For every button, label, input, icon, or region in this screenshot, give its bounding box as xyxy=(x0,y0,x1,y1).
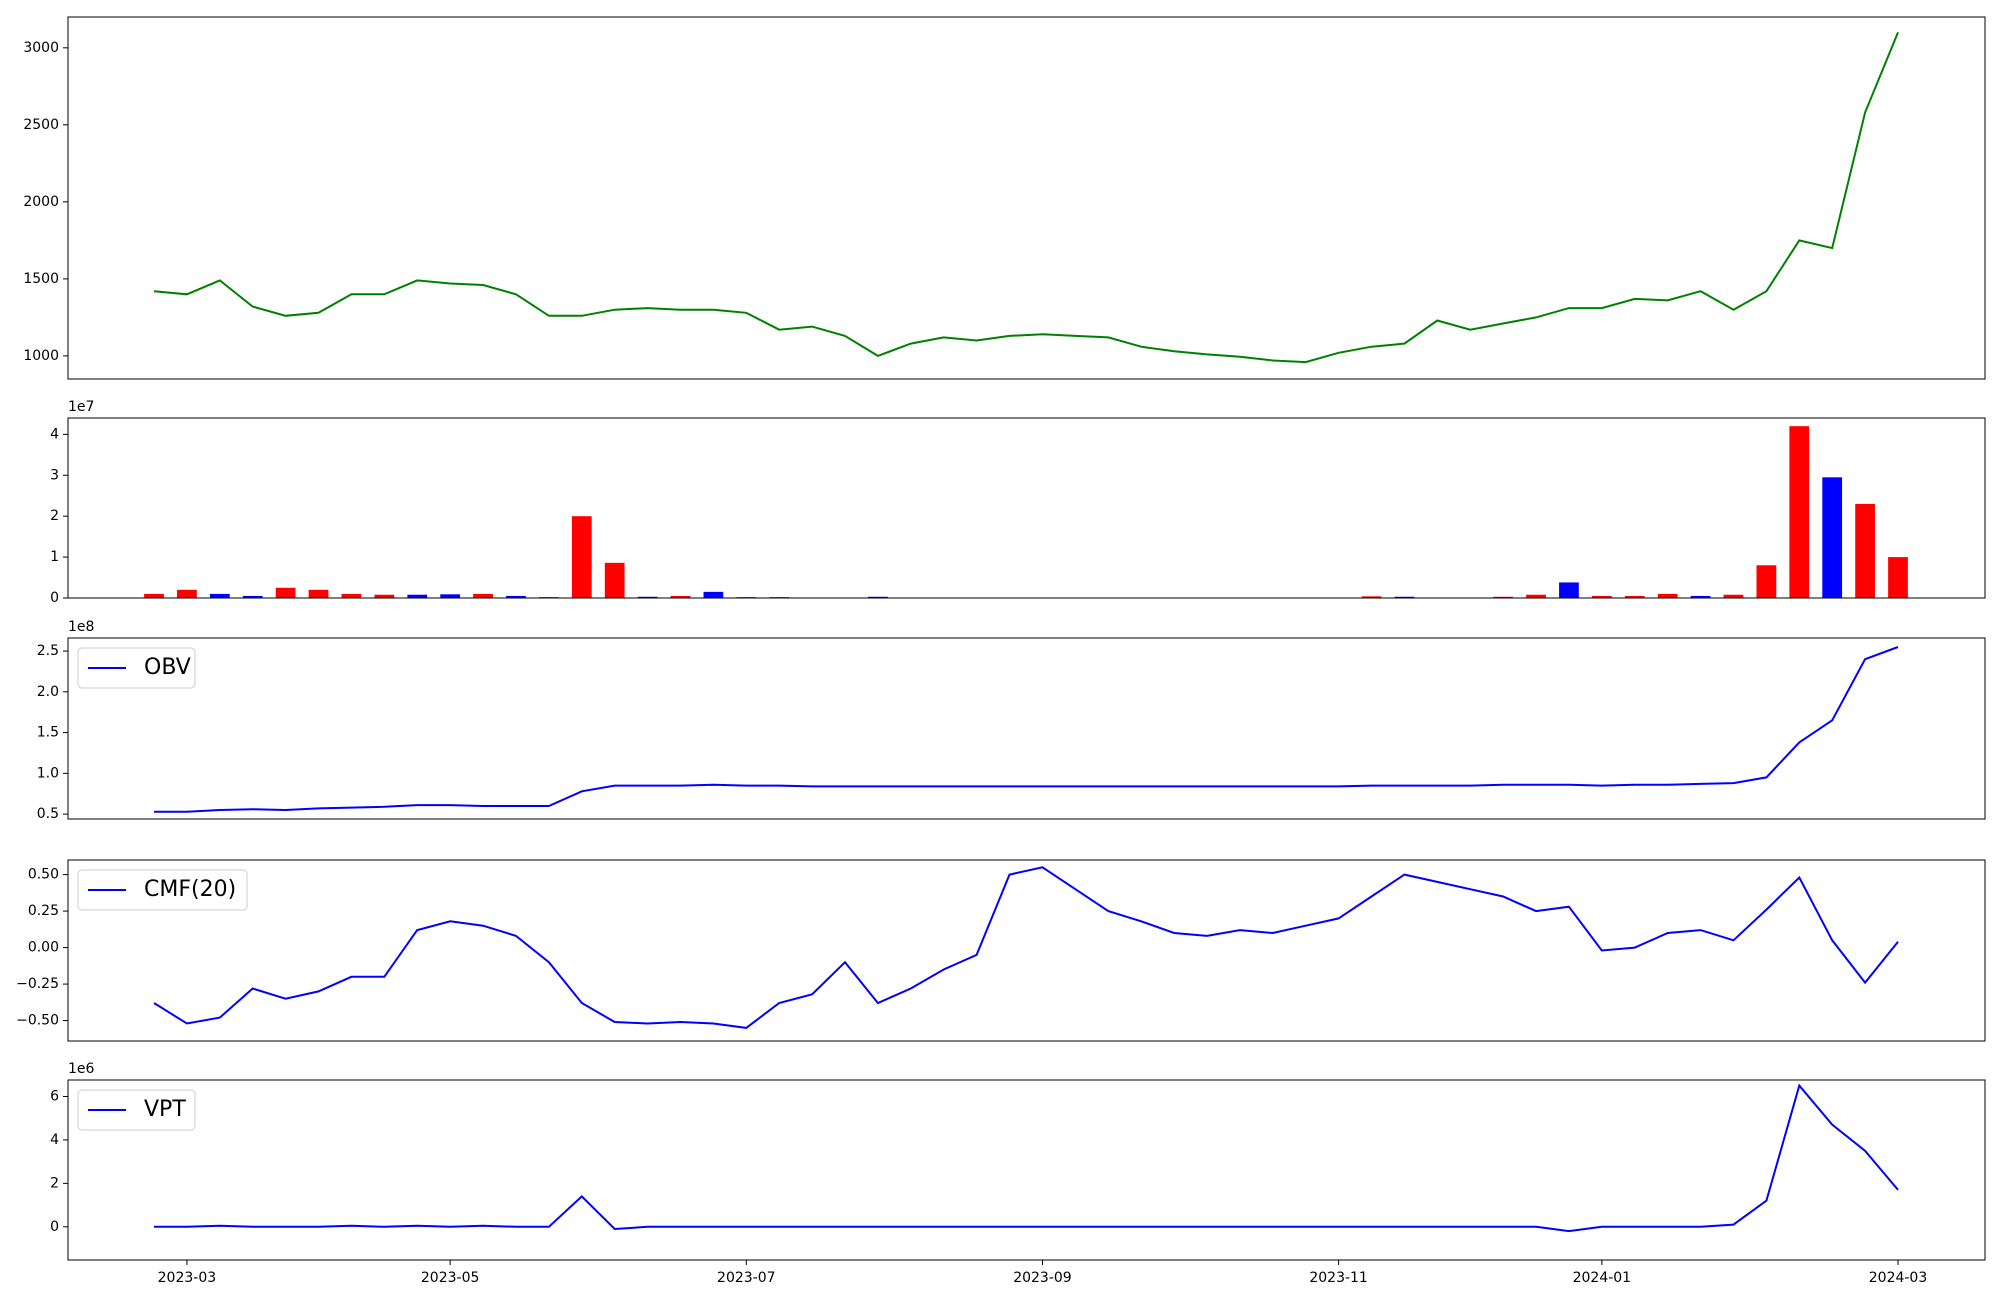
legend-label: CMF(20) xyxy=(144,877,236,902)
axes-frame xyxy=(67,1079,1986,1261)
x-tick-label: 2023-09 xyxy=(1013,1270,1072,1286)
bar xyxy=(1624,595,1645,598)
bar xyxy=(209,593,230,598)
bar xyxy=(1723,594,1744,598)
bar xyxy=(407,594,428,598)
y-tick-label: 3000 xyxy=(23,40,59,56)
bar xyxy=(1855,503,1875,598)
line xyxy=(153,866,1899,1029)
y-tick-label: 2.0 xyxy=(37,684,59,700)
axes-frame xyxy=(67,417,1986,599)
bar xyxy=(242,595,263,598)
axes-frame xyxy=(67,16,1986,380)
y-tick-label: 2500 xyxy=(23,117,59,133)
y-tick-label: 2 xyxy=(50,508,59,524)
y-tick-label: 0.5 xyxy=(37,806,59,822)
legend-label: OBV xyxy=(144,655,191,680)
y-tick-label: 0.00 xyxy=(28,940,59,956)
line xyxy=(154,1083,1899,1233)
y-tick-label: 0.25 xyxy=(28,903,59,919)
bar xyxy=(1361,596,1382,598)
bar xyxy=(144,593,164,598)
legend-box xyxy=(77,647,196,689)
x-tick-label: 2023-05 xyxy=(421,1270,480,1286)
y-tick-label: 2 xyxy=(50,1175,59,1191)
y-tick-label: 0.50 xyxy=(28,867,59,883)
y-tick-label: −0.50 xyxy=(16,1013,59,1029)
bar xyxy=(703,591,724,598)
bar xyxy=(374,594,395,598)
bar xyxy=(1822,477,1843,598)
line xyxy=(153,32,1899,364)
bar xyxy=(868,596,888,598)
bar xyxy=(604,562,625,598)
bar xyxy=(571,516,592,598)
bar xyxy=(473,593,493,598)
x-tick-label: 2024-01 xyxy=(1573,1270,1632,1286)
bar xyxy=(440,594,461,598)
y-tick-label: 1 xyxy=(50,549,59,565)
bar xyxy=(1888,557,1908,598)
line xyxy=(154,646,1899,813)
bar xyxy=(506,595,526,598)
offset-text: 1e7 xyxy=(68,399,94,415)
bar xyxy=(670,595,691,598)
legend-label: VPT xyxy=(144,1097,186,1122)
y-tick-label: 4 xyxy=(50,1132,59,1148)
offset-text: 1e6 xyxy=(68,1061,95,1077)
legend-box xyxy=(77,1089,196,1131)
bar xyxy=(1657,593,1678,598)
bar xyxy=(1394,596,1415,598)
x-tick-label: 2023-07 xyxy=(717,1270,776,1286)
bar xyxy=(177,589,197,598)
y-tick-label: 2000 xyxy=(23,194,59,210)
bar xyxy=(1493,596,1514,598)
y-tick-label: 2.5 xyxy=(37,643,59,659)
y-tick-label: 6 xyxy=(50,1089,59,1105)
y-tick-label: −0.25 xyxy=(16,976,59,992)
bar xyxy=(1690,595,1711,598)
x-tick-label: 2024-03 xyxy=(1869,1270,1928,1286)
y-tick-label: 1500 xyxy=(23,271,59,287)
legend-box xyxy=(77,869,248,911)
bar xyxy=(1789,426,1810,598)
bar xyxy=(275,587,296,598)
y-tick-label: 1000 xyxy=(23,348,59,364)
x-tick-label: 2023-03 xyxy=(158,1270,217,1286)
bar xyxy=(1559,582,1579,598)
x-tick-label: 2023-11 xyxy=(1309,1270,1368,1286)
bar xyxy=(637,596,658,598)
bar xyxy=(308,589,329,598)
bar xyxy=(1591,595,1612,598)
bar xyxy=(341,593,362,598)
axes-frame xyxy=(67,859,1986,1042)
y-tick-label: 4 xyxy=(50,426,59,442)
axes-frame xyxy=(67,637,1986,820)
bar xyxy=(1756,565,1777,598)
y-tick-label: 1.0 xyxy=(37,765,59,781)
y-tick-label: 1.5 xyxy=(37,725,59,741)
offset-text: 1e8 xyxy=(68,619,94,635)
y-tick-label: 0 xyxy=(50,1219,59,1235)
bar xyxy=(1526,594,1546,598)
y-tick-label: 0 xyxy=(50,590,59,606)
y-tick-label: 3 xyxy=(50,467,59,483)
